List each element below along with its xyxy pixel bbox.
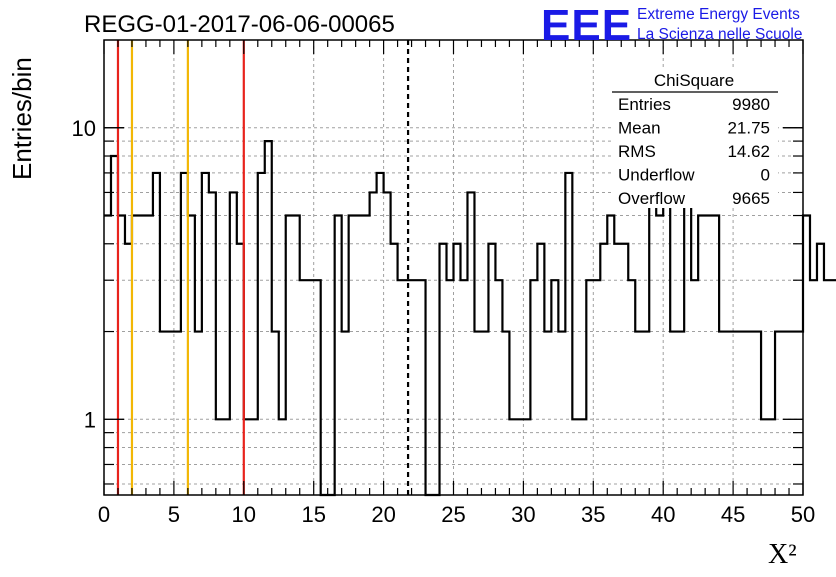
y-tick-label: 10 [72,116,96,141]
x-tick-label: 0 [98,502,110,527]
stats-row-value: 0 [761,166,770,185]
y-tick-label: 1 [84,407,96,432]
marker-lines [116,40,410,495]
chart-title: REGG-01-2017-06-06-00065 [84,11,395,38]
eee-logo: EEE Extreme Energy Events La Scienza nel… [541,1,802,50]
x-tick-label: 35 [581,502,605,527]
logo-line-1: Extreme Energy Events [637,6,800,23]
stats-row-label: Entries [618,95,671,114]
histogram-series [104,140,836,497]
stats-box-title: ChiSquare [654,71,734,90]
stats-row-value: 14.62 [727,142,770,161]
x-axis-label: X² [768,539,797,570]
stats-row-label: Mean [618,119,661,138]
y-axis-label: Entries/bin [7,57,37,180]
stats-rows: Entries 9980 Mean 21.75 RMS 14.62 Underflow 0 Ov… [618,95,770,208]
stats-row-value: 9665 [732,189,770,208]
x-tick-label: 25 [441,502,465,527]
axes: 0 5 10 15 20 25 30 35 40 45 50 1 10 [72,39,815,527]
stats-box-background [612,68,778,208]
x-tick-label: 40 [651,502,675,527]
logo-line-2: La Scienza nelle Scuole [637,26,802,43]
x-tick-label: 30 [511,502,535,527]
histogram-line [104,140,836,497]
x-tick-label: 20 [371,502,395,527]
x-tick-label: 50 [791,502,815,527]
stats-row-value: 21.75 [727,119,770,138]
stats-row-label: Overflow [618,189,686,208]
stats-box: ChiSquare Entries 9980 Mean 21.75 RMS 14.62 Un… [612,68,778,208]
x-tick-label: 10 [232,502,256,527]
stats-row-label: Underflow [618,166,695,185]
stats-row-label: RMS [618,142,656,161]
stats-row-value: 9980 [732,95,770,114]
logo-mark: EEE [541,1,632,50]
x-tick-label: 45 [721,502,745,527]
x-tick-label: 15 [301,502,325,527]
x-tick-label: 5 [168,502,180,527]
